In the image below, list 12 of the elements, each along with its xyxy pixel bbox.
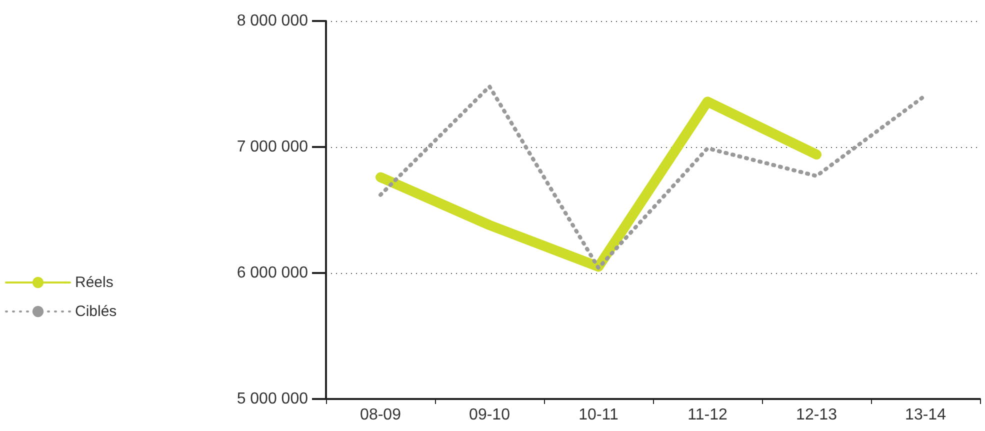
x-tick-label: 08-09 bbox=[360, 406, 402, 424]
x-tick-label: 11-12 bbox=[688, 406, 728, 424]
legend-label: Réels bbox=[75, 274, 114, 291]
x-tick-label: 10-11 bbox=[578, 406, 618, 424]
legend-label: Ciblés bbox=[75, 303, 117, 320]
y-tick-label: 7 000 000 bbox=[236, 138, 308, 156]
x-tick-label: 13-14 bbox=[905, 406, 946, 424]
x-tick-label: 09-10 bbox=[469, 406, 510, 424]
y-tick-label: 5 000 000 bbox=[236, 390, 308, 408]
y-tick-label: 8 000 000 bbox=[236, 12, 308, 30]
y-tick-label: 6 000 000 bbox=[236, 264, 308, 282]
x-tick-label: 12-13 bbox=[796, 406, 838, 424]
